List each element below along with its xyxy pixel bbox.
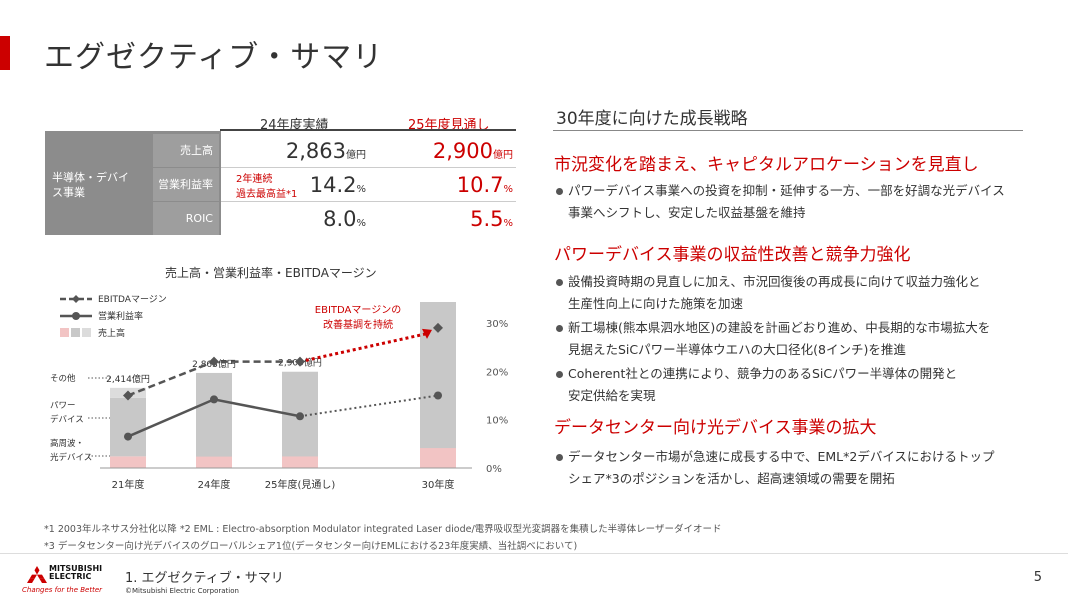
y2-tick-label: 30% <box>486 319 508 330</box>
segment-label: デバイス <box>50 414 84 425</box>
legend-ebitda-marker <box>72 295 80 303</box>
sales-bar-optical-segment <box>196 456 232 468</box>
title-accent-bar <box>0 36 10 70</box>
operating-margin-marker <box>434 391 442 400</box>
strategy-heading-rule <box>553 130 1023 131</box>
kpi-header-rule <box>220 129 516 131</box>
sales-bar-segment <box>110 397 146 457</box>
kpi-margin-fy24: 14.2% <box>309 173 366 197</box>
ebitda-marker <box>433 322 443 333</box>
footnote-3: *3 データセンター向け光デバイスのグローバルシェア1位(データセンター向けEM… <box>44 541 578 552</box>
bullet-dot <box>556 325 563 332</box>
logo-wordmark: MITSUBISHI ELECTRIC <box>49 564 103 581</box>
bullet-dot <box>556 188 563 195</box>
x-tick-label: 30年度 <box>422 478 455 491</box>
chart-title: 売上高・営業利益率・EBITDAマージン <box>165 266 377 280</box>
ebitda-trend-arrow <box>299 332 427 364</box>
segment-label: その他 <box>50 373 76 384</box>
y2-tick-label: 0% <box>486 464 502 475</box>
operating-margin-marker <box>210 395 218 404</box>
segment-label: 高周波・ <box>50 438 84 449</box>
strategy-heading: 30年度に向けた成長戦略 <box>556 109 748 129</box>
x-tick-label: 21年度 <box>112 478 145 491</box>
legend-operating-label: 営業利益率 <box>98 310 143 322</box>
legend-sales-swatch <box>60 328 69 337</box>
kpi-sales-fy24: 2,863億円 <box>285 139 366 163</box>
footer-section-title: 1. エグゼクティブ・サマリ <box>125 571 284 586</box>
ebitda-arrow-head <box>422 328 432 339</box>
bullet-item: データセンター市場が急速に成長する中で、EML*2デバイスにおけるトップ シェア*… <box>556 446 1026 490</box>
sales-bar-segment <box>110 456 146 468</box>
bullet-dot <box>556 279 563 286</box>
section-title-power-device: パワーデバイス事業の収益性改善と競争力強化 <box>554 245 911 265</box>
ebitda-marker <box>123 390 133 401</box>
page-number: 5 <box>1033 570 1042 585</box>
sales-margin-chart: 2,414億円21年度2,863億円24年度2,900億円25年度(見通し)30… <box>50 295 508 491</box>
page-title: エグゼクティブ・サマリ <box>44 40 384 75</box>
ebitda-marker <box>295 356 305 367</box>
section-title-datacenter: データセンター向け光デバイス事業の拡大 <box>554 418 877 438</box>
y2-tick-label: 10% <box>486 416 508 427</box>
x-tick-label: 24年度 <box>198 478 231 491</box>
y2-tick-label: 20% <box>486 367 508 378</box>
legend-sales-swatch <box>82 328 91 337</box>
x-tick-label: 25年度(見通し) <box>265 478 336 491</box>
bar-value-label: 2,414億円 <box>106 373 150 385</box>
tagline: Changes for the Better <box>22 586 103 594</box>
bullet-item: 設備投資時期の見直しに加え、市況回復後の再成長に向けて収益力強化と 生産性向上に向… <box>556 271 1026 315</box>
operating-margin-marker <box>296 412 304 421</box>
bullet-dot <box>556 454 563 461</box>
bullet-item: パワーデバイス事業への投資を抑制・延伸する一方、一部を好調な光デバイス 事業へシフ… <box>556 180 1026 224</box>
bullet-dot <box>556 371 563 378</box>
kpi-roic-fy24: 8.0% <box>323 207 366 231</box>
legend-sales-swatch <box>71 328 80 337</box>
annotation-text: EBITDAマージンの <box>315 305 401 316</box>
sales-bar <box>196 372 232 468</box>
annotation-text: 改善基調を持続 <box>323 318 393 331</box>
kpi-row-label-roic: ROIC <box>153 202 219 235</box>
legend-operating-marker <box>72 312 80 320</box>
sales-bar-optical-segment <box>420 448 456 468</box>
kpi-segment-label: 半導体・デバイス事業 <box>52 171 129 199</box>
kpi-row-label-sales: 売上高 <box>153 134 219 167</box>
operating-margin-forecast-line <box>299 394 439 418</box>
kpi-roic-fy25: 5.5% <box>470 207 513 231</box>
kpi-row-separator <box>221 201 516 202</box>
bullet-item: Coherent社との連携により、競争力のあるSiCパワー半導体の開発と 安定供給… <box>556 363 1026 407</box>
sales-bar-optical-segment <box>282 456 318 468</box>
mitsubishi-logo-icon <box>27 566 47 583</box>
kpi-row-separator <box>221 167 516 168</box>
section-title-capital-allocation: 市況変化を踏まえ、キャピタルアロケーションを見直し <box>554 155 979 175</box>
footnote-1-2: *1 2003年ルネサス分社化以降 *2 EML : Electro-absor… <box>44 524 722 535</box>
kpi-margin-fy25: 10.7% <box>456 173 513 197</box>
segment-label: パワー <box>50 401 76 411</box>
ebitda-marker <box>209 356 219 367</box>
legend-sales-label: 売上高 <box>98 327 125 339</box>
legend-ebitda-label: EBITDAマージン <box>98 295 167 305</box>
copyright: ©Mitsubishi Electric Corporation <box>125 587 239 595</box>
footer-bar <box>0 553 1068 601</box>
kpi-row-label-margin: 営業利益率 <box>153 168 219 201</box>
operating-margin-marker <box>124 432 132 441</box>
kpi-record-profit-note: 2年連続 過去最高益*1 <box>236 174 298 200</box>
kpi-sales-fy25: 2,900億円 <box>432 139 513 163</box>
segment-label: 光デバイス <box>50 452 92 463</box>
bullet-item: 新工場棟(熊本県泗水地区)の建設を計画どおり進め、中長期的な市場拡大を 見据えたS… <box>556 317 1026 361</box>
